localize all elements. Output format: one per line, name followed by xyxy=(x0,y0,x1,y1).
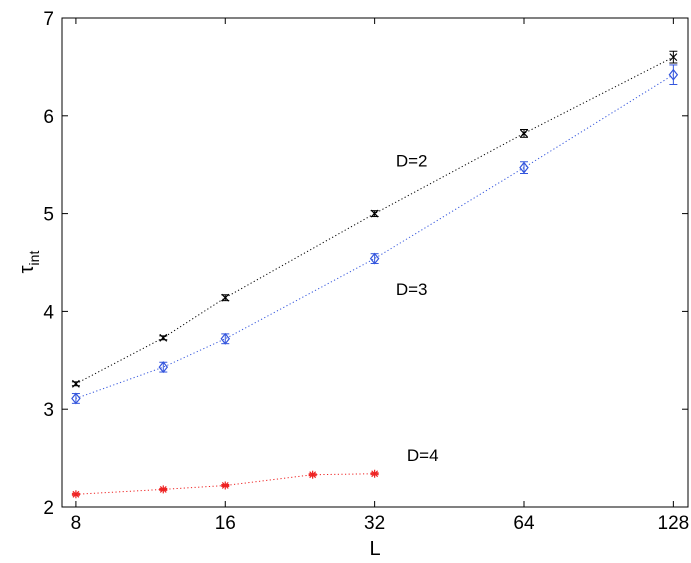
data-point xyxy=(308,470,317,479)
data-point xyxy=(158,361,169,374)
x-tick-label: 32 xyxy=(364,513,385,534)
x-marker-stroke xyxy=(71,379,80,388)
star-marker-stroke xyxy=(159,485,167,493)
x-tick-label: 128 xyxy=(658,513,690,534)
x-marker-stroke xyxy=(669,53,678,62)
data-point xyxy=(668,68,679,81)
x-marker-stroke xyxy=(221,293,230,302)
star-marker-stroke xyxy=(221,482,229,489)
data-point xyxy=(159,333,168,342)
x-marker-stroke xyxy=(159,333,168,342)
error-bar xyxy=(669,64,678,86)
series-line xyxy=(75,74,674,399)
diamond-marker xyxy=(519,161,529,174)
star-marker-stroke xyxy=(371,470,379,478)
series-line xyxy=(75,473,375,495)
annotation-label: D=2 xyxy=(396,152,428,171)
data-point xyxy=(669,53,678,62)
chart-marks: D=2 D=3 D=4 xyxy=(71,50,679,499)
series-3 xyxy=(71,469,379,499)
y-tick-label: 7 xyxy=(43,9,54,30)
data-point xyxy=(519,161,529,174)
data-point xyxy=(369,252,380,265)
diamond-marker xyxy=(369,252,380,265)
star-marker-stroke xyxy=(72,490,80,498)
y-tick-label: 2 xyxy=(43,498,54,519)
data-point xyxy=(370,469,379,478)
star-marker-stroke xyxy=(309,471,317,479)
x-tick-label: 8 xyxy=(71,513,82,534)
data-point xyxy=(221,293,230,302)
diamond-marker xyxy=(71,392,81,405)
series-1 xyxy=(71,50,678,388)
y-axis-label: τint xyxy=(16,251,42,274)
data-point xyxy=(159,485,168,494)
data-point xyxy=(221,481,230,490)
data-point xyxy=(71,379,80,388)
data-point xyxy=(220,332,231,345)
data-point xyxy=(71,490,80,499)
data-point xyxy=(370,209,379,218)
diamond-marker xyxy=(668,68,679,81)
annotation-label: D=3 xyxy=(396,280,428,299)
annotation-label: D=4 xyxy=(407,446,439,465)
data-point xyxy=(71,392,81,405)
x-axis-label: L xyxy=(369,538,380,560)
data-point xyxy=(520,129,528,138)
x-marker-stroke xyxy=(520,129,528,138)
x-tick-label: 16 xyxy=(215,513,236,534)
y-tick-label: 6 xyxy=(43,107,54,128)
diamond-marker xyxy=(158,361,169,374)
y-axis-label-subscript: int xyxy=(26,251,42,266)
x-tick-label: 64 xyxy=(513,513,535,534)
y-tick-label: 5 xyxy=(43,205,54,226)
series-2 xyxy=(71,64,679,405)
x-marker-stroke xyxy=(370,209,379,218)
diamond-marker xyxy=(220,332,231,345)
y-tick-label: 3 xyxy=(43,400,54,421)
y-tick-label: 4 xyxy=(43,302,54,323)
